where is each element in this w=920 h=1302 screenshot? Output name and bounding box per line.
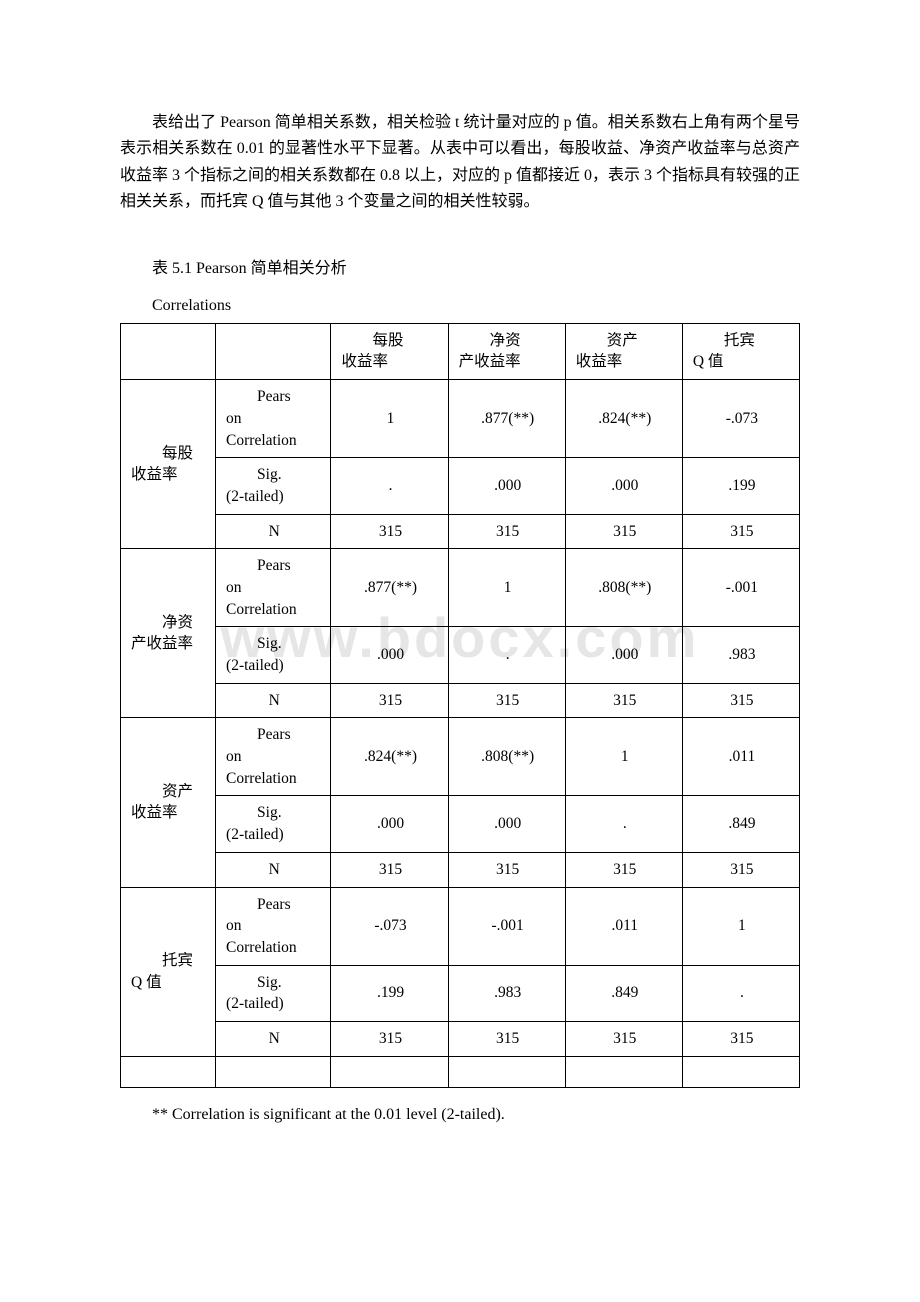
cell: .877(**) bbox=[331, 549, 448, 627]
row-label-2: 净资 产收益率 bbox=[121, 549, 216, 718]
table-row: N 315 315 315 315 bbox=[121, 514, 800, 549]
cell: .000 bbox=[448, 796, 565, 852]
cell: .199 bbox=[331, 965, 448, 1021]
cell: .808(**) bbox=[565, 549, 682, 627]
table-row: 资产 收益率 Pears on Correlation .824(**) .80… bbox=[121, 718, 800, 796]
cell: -.073 bbox=[331, 887, 448, 965]
cell: .199 bbox=[682, 458, 799, 514]
cell: 315 bbox=[448, 514, 565, 549]
col-header-1: 每股 收益率 bbox=[331, 323, 448, 379]
cell: .000 bbox=[565, 458, 682, 514]
cell: 315 bbox=[565, 1021, 682, 1056]
cell: 315 bbox=[682, 852, 799, 887]
empty-cell bbox=[121, 1056, 216, 1087]
table-row: N 315 315 315 315 bbox=[121, 683, 800, 718]
stat-label-pearson: Pears on Correlation bbox=[216, 380, 331, 458]
cell: .983 bbox=[448, 965, 565, 1021]
stat-label-n: N bbox=[216, 852, 331, 887]
cell: 315 bbox=[565, 852, 682, 887]
table-row: Sig. (2-tailed) .000 . .000 .983 bbox=[121, 627, 800, 683]
cell: .849 bbox=[682, 796, 799, 852]
table-row: 托宾 Q 值 Pears on Correlation -.073 -.001 … bbox=[121, 887, 800, 965]
col-header-3: 资产 收益率 bbox=[565, 323, 682, 379]
table-row: Sig. (2-tailed) . .000 .000 .199 bbox=[121, 458, 800, 514]
cell: -.001 bbox=[448, 887, 565, 965]
stat-label-pearson: Pears on Correlation bbox=[216, 887, 331, 965]
cell: 315 bbox=[448, 852, 565, 887]
stat-label-sig: Sig. (2-tailed) bbox=[216, 627, 331, 683]
table-subcaption: Correlations bbox=[120, 293, 800, 319]
cell: .983 bbox=[682, 627, 799, 683]
cell: 315 bbox=[448, 683, 565, 718]
cell: 315 bbox=[565, 514, 682, 549]
cell: .000 bbox=[331, 796, 448, 852]
stat-label-sig: Sig. (2-tailed) bbox=[216, 965, 331, 1021]
table-row-empty bbox=[121, 1056, 800, 1087]
cell: 315 bbox=[331, 1021, 448, 1056]
cell: .011 bbox=[565, 887, 682, 965]
empty-cell bbox=[565, 1056, 682, 1087]
cell: .849 bbox=[565, 965, 682, 1021]
row-label-3: 资产 收益率 bbox=[121, 718, 216, 887]
header-blank-1 bbox=[121, 323, 216, 379]
cell: .824(**) bbox=[565, 380, 682, 458]
cell: .877(**) bbox=[448, 380, 565, 458]
cell: . bbox=[565, 796, 682, 852]
table-header-row: 每股 收益率 净资 产收益率 资产 收益率 托宾 Q 值 bbox=[121, 323, 800, 379]
cell: 315 bbox=[682, 1021, 799, 1056]
table-footnote: ** Correlation is significant at the 0.0… bbox=[120, 1102, 800, 1128]
cell: -.001 bbox=[682, 549, 799, 627]
header-blank-2 bbox=[216, 323, 331, 379]
cell: .000 bbox=[565, 627, 682, 683]
cell: -.073 bbox=[682, 380, 799, 458]
table-caption: 表 5.1 Pearson 简单相关分析 bbox=[120, 256, 800, 282]
cell: .000 bbox=[331, 627, 448, 683]
cell: . bbox=[448, 627, 565, 683]
stat-label-n: N bbox=[216, 1021, 331, 1056]
empty-cell bbox=[331, 1056, 448, 1087]
table-row: N 315 315 315 315 bbox=[121, 1021, 800, 1056]
correlation-table: 每股 收益率 净资 产收益率 资产 收益率 托宾 Q 值 bbox=[120, 323, 800, 1088]
cell: . bbox=[682, 965, 799, 1021]
empty-cell bbox=[682, 1056, 799, 1087]
stat-label-n: N bbox=[216, 683, 331, 718]
cell: .824(**) bbox=[331, 718, 448, 796]
intro-paragraph: 表给出了 Pearson 简单相关系数，相关检验 t 统计量对应的 p 值。相关… bbox=[120, 110, 800, 216]
cell: . bbox=[331, 458, 448, 514]
cell: .011 bbox=[682, 718, 799, 796]
cell: 315 bbox=[331, 852, 448, 887]
table-row: N 315 315 315 315 bbox=[121, 852, 800, 887]
stat-label-sig: Sig. (2-tailed) bbox=[216, 796, 331, 852]
cell: .000 bbox=[448, 458, 565, 514]
stat-label-pearson: Pears on Correlation bbox=[216, 549, 331, 627]
cell: 1 bbox=[682, 887, 799, 965]
cell: .808(**) bbox=[448, 718, 565, 796]
empty-cell bbox=[448, 1056, 565, 1087]
cell: 315 bbox=[331, 514, 448, 549]
table-row: Sig. (2-tailed) .000 .000 . .849 bbox=[121, 796, 800, 852]
cell: 315 bbox=[565, 683, 682, 718]
row-label-4: 托宾 Q 值 bbox=[121, 887, 216, 1056]
row-label-1: 每股 收益率 bbox=[121, 380, 216, 549]
cell: 1 bbox=[448, 549, 565, 627]
stat-label-n: N bbox=[216, 514, 331, 549]
stat-label-pearson: Pears on Correlation bbox=[216, 718, 331, 796]
table-row: Sig. (2-tailed) .199 .983 .849 . bbox=[121, 965, 800, 1021]
cell: 315 bbox=[448, 1021, 565, 1056]
empty-cell bbox=[216, 1056, 331, 1087]
cell: 1 bbox=[565, 718, 682, 796]
cell: 1 bbox=[331, 380, 448, 458]
table-row: 每股 收益率 Pears on Correlation 1 .877(**) .… bbox=[121, 380, 800, 458]
stat-label-sig: Sig. (2-tailed) bbox=[216, 458, 331, 514]
col-header-4: 托宾 Q 值 bbox=[682, 323, 799, 379]
cell: 315 bbox=[331, 683, 448, 718]
cell: 315 bbox=[682, 683, 799, 718]
col-header-2: 净资 产收益率 bbox=[448, 323, 565, 379]
table-row: 净资 产收益率 Pears on Correlation .877(**) 1 … bbox=[121, 549, 800, 627]
cell: 315 bbox=[682, 514, 799, 549]
